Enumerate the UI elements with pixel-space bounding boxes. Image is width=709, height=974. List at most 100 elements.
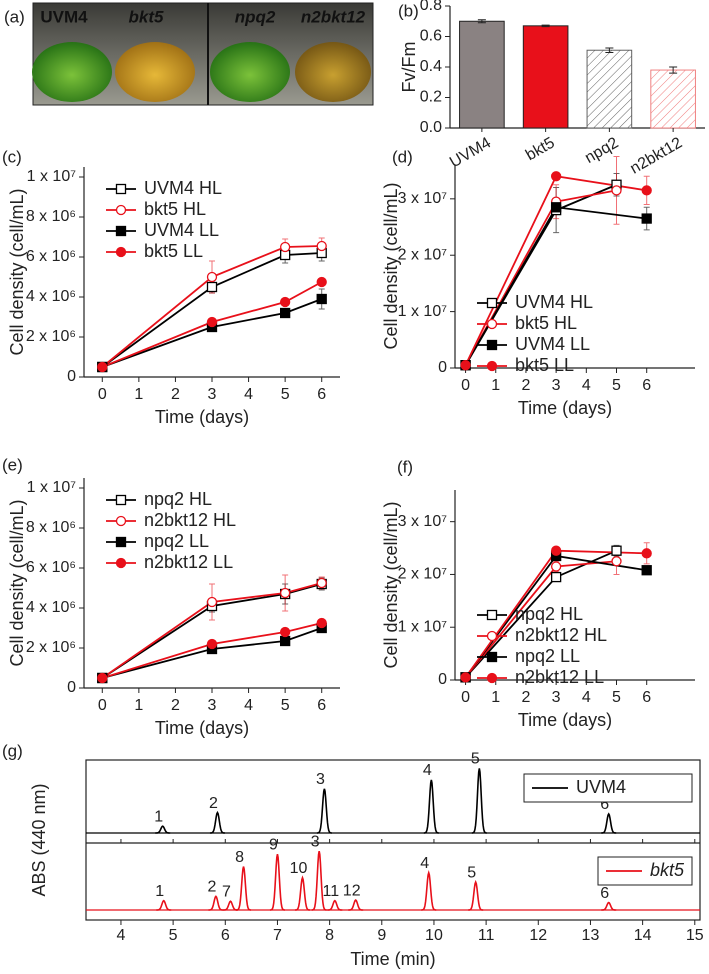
legend-label: npq2 LL [515,646,580,666]
peak-label: 11 [323,883,340,900]
peak [471,768,487,834]
legend-marker [115,204,127,216]
peak [348,899,364,911]
marker [641,565,652,576]
x-tick-label: 7 [273,927,282,944]
y-axis-title: Cell density (cell/mL) [381,182,401,349]
peak [209,810,225,834]
y-tick-label: 1 x 10⁷ [398,618,448,635]
x-tick-label: 13 [582,927,600,944]
x-tick-label: 3 [208,697,217,714]
x-tick-label: 3 [552,689,561,706]
flask [210,42,290,102]
y-tick-label: 0.2 [420,89,442,106]
peak-label: 2 [209,795,218,812]
series-line [101,582,322,679]
y-tick-label: 1 x 10⁷ [27,479,77,496]
peak [468,879,484,911]
plot-frame [85,759,701,921]
x-tick-label: 6 [221,927,230,944]
marker [550,561,562,572]
y-tick-label: 2 x 10⁷ [398,566,448,583]
legend-marker [486,339,498,351]
marker [316,617,327,629]
x-tick-label: 10 [425,927,443,944]
legend-label: bkt5 HL [515,313,577,333]
flask [32,42,112,102]
peak-label: 6 [600,885,609,902]
legend-label: UVM4 LL [144,220,219,240]
peak-label: 3 [311,833,320,850]
legend-label: UVM4 HL [144,178,222,198]
legend-marker [486,297,498,309]
marker [206,281,218,293]
x-tick-label: 15 [686,927,704,944]
x-tick-label: 6 [317,697,326,714]
x-tick-label: 12 [529,927,547,944]
legend-label: n2bkt12 LL [515,667,604,687]
legend-label: npq2 HL [515,604,583,624]
y-tick-label: 8 x 10⁶ [26,519,76,536]
y-axis-title: Cell density (cell/mL) [7,188,27,355]
peak [222,900,239,911]
x-axis-title: Time (min) [350,949,435,969]
y-tick-label: 1 x 10⁷ [27,168,77,185]
error-bar [477,19,486,24]
marker [550,571,562,583]
y-tick-label: 0 [67,679,76,696]
x-tick-label: 1 [134,697,143,714]
y-axis-title: ABS (440 nm) [29,783,49,896]
y-axis-title: Cell density (cell/mL) [7,499,27,666]
x-tick-label: 5 [612,377,621,394]
marker [279,296,291,308]
peak [294,875,311,911]
x-tick-label: 8 [325,927,334,944]
marker [460,360,471,371]
legend-marker [486,318,498,330]
x-tick-label: 14 [634,927,652,944]
legend-marker [115,225,127,237]
peak [156,899,172,911]
peak [601,901,617,911]
marker [279,241,291,253]
peak [423,779,439,834]
x-tick-label: 5 [169,927,178,944]
peak [311,850,327,911]
legend-marker [115,246,127,258]
peak-label: 3 [316,771,325,788]
y-tick-label: 3 x 10⁷ [398,513,448,530]
marker [279,587,291,599]
marker [316,276,327,288]
y-axis-title: Cell density (cell/mL) [381,501,401,668]
x-tick-label: 0 [98,386,107,403]
marker [316,293,327,305]
x-tick-label: 4 [244,697,253,714]
panel-label: (f) [397,457,413,476]
y-tick-label: 0.6 [420,28,442,45]
legend-marker [486,651,498,663]
y-tick-label: 0 [438,359,447,376]
y-tick-label: 2 x 10⁶ [26,639,76,656]
y-tick-label: 4 x 10⁶ [26,288,76,305]
photo-label: UVM4 [40,7,88,26]
peak [208,895,224,911]
x-tick-label: 6 [642,689,651,706]
legend-marker [486,672,498,684]
legend-label: bkt5 LL [144,241,203,261]
marker [550,545,562,556]
y-tick-label: 1 x 10⁷ [398,303,448,320]
peak [316,788,332,834]
peak [269,854,286,911]
y-tick-label: 2 x 10⁷ [398,246,448,263]
x-axis-title: Time (days) [155,718,249,738]
marker [641,548,652,559]
x-tick-label: bkt5 [523,134,558,164]
legend-label: UVM4 HL [515,292,593,312]
x-tick-label: npq2 [582,134,621,167]
x-tick-label: 2 [171,386,180,403]
legend-marker [115,183,127,195]
flask [295,42,371,102]
x-tick-label: 0 [98,697,107,714]
photo-label: npq2 [235,7,276,26]
panel-label: (e) [2,455,23,474]
